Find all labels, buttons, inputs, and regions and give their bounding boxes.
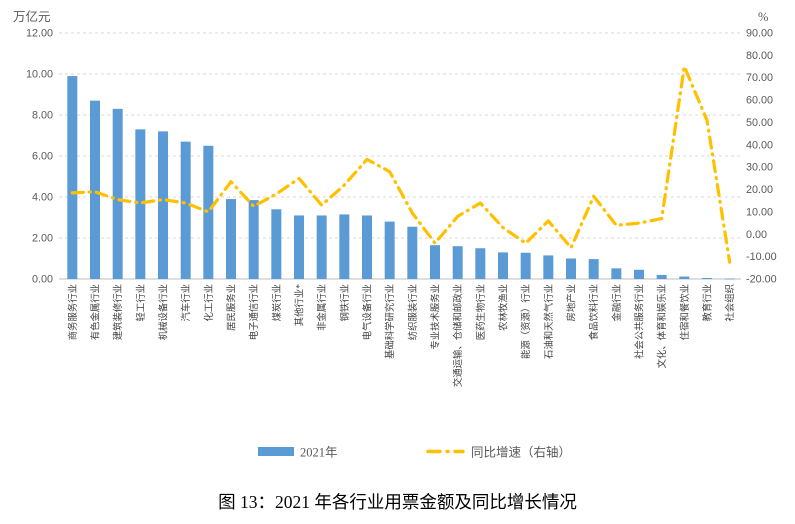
bar-26: [634, 269, 644, 279]
bar-17: [430, 245, 440, 279]
right-axis-tick-label: 70.00: [746, 72, 773, 84]
category-label-19: 医药生物行业: [475, 284, 487, 340]
category-label-17: 专业技术服务业: [430, 284, 442, 350]
bar-2: [90, 100, 100, 280]
bar-10: [271, 209, 282, 279]
bar-21: [520, 252, 531, 279]
bar-14: [362, 215, 372, 279]
bar-19: [475, 248, 486, 279]
legend-bar-label: 2021年: [300, 446, 338, 460]
category-label-18: 交通运输、仓储和邮政业: [452, 284, 464, 387]
bar-16: [407, 226, 418, 279]
bar-22: [543, 255, 554, 279]
category-label-6: 汽车行业: [180, 284, 192, 322]
category-label-8: 居民服务业: [226, 284, 238, 331]
bar-20: [498, 252, 508, 279]
category-label-13: 钢铁行业: [339, 284, 351, 322]
bar-25: [611, 268, 622, 279]
bar-23: [566, 258, 576, 279]
category-label-4: 轻工行业: [135, 284, 147, 322]
bar-27: [656, 274, 667, 279]
right-axis-tick-label: 60.00: [746, 95, 773, 107]
category-label-10: 煤炭行业: [271, 284, 283, 322]
figure-caption: 图 13：2021 年各行业用票金额及同比增长情况: [218, 492, 577, 512]
bar-1: [67, 76, 78, 279]
bar-3: [112, 108, 123, 279]
bar-13: [339, 214, 350, 279]
category-label-23: 房地产业: [566, 284, 578, 322]
bar-15: [384, 221, 395, 279]
category-label-3: 建筑装修行业: [112, 284, 124, 340]
left-axis-tick-label: 4.00: [32, 192, 53, 204]
left-axis-tick-label: 6.00: [32, 151, 53, 163]
right-axis-tick-label: 20.00: [746, 184, 773, 196]
bar-11: [294, 215, 304, 279]
bar-24: [588, 259, 599, 279]
bar-7: [203, 145, 214, 279]
bar-29: [702, 277, 712, 279]
category-label-26: 社会公共服务行业: [634, 284, 646, 359]
bar-28: [679, 276, 690, 279]
right-axis-unit-label: %: [758, 10, 768, 24]
bar-5: [158, 131, 168, 279]
growth-rate-line: [70, 64, 732, 264]
bar-8: [226, 199, 236, 279]
right-axis-tick-label: 0.00: [746, 229, 767, 241]
legend-line-label: 同比增速（右轴）: [471, 445, 571, 460]
bar-12: [316, 215, 327, 279]
category-label-11: 其他行业*: [294, 284, 306, 327]
category-label-16: 纺织服装行业: [407, 284, 419, 340]
bar-4: [135, 129, 146, 279]
category-label-27: 文化、体育和娱乐业: [656, 284, 668, 368]
category-label-1: 商务服务行业: [67, 284, 79, 340]
category-label-22: 石油和天然气行业: [543, 284, 555, 359]
category-label-2: 有色金属行业: [90, 284, 102, 340]
category-label-28: 住宿和餐饮业: [679, 284, 691, 340]
right-axis-tick-label: 30.00: [746, 162, 773, 174]
left-axis-tick-label: 0.00: [32, 274, 53, 286]
right-axis-tick-label: -10.00: [746, 251, 777, 263]
right-axis-tick-label: 10.00: [746, 206, 773, 218]
bar-9: [248, 200, 259, 279]
bar-30: [724, 278, 735, 280]
left-axis-tick-label: 12.00: [26, 28, 53, 40]
category-label-5: 机械设备行业: [158, 284, 170, 340]
category-label-30: 社会组织: [724, 284, 736, 322]
bar-18: [452, 246, 463, 279]
category-label-29: 教育行业: [702, 284, 714, 322]
right-axis-tick-label: 50.00: [746, 117, 773, 129]
left-axis-tick-label: 8.00: [32, 110, 53, 122]
category-label-9: 电子通信行业: [248, 284, 260, 340]
combo-chart-canvas: 0.00 2.00 4.00 6.00 8.00 10.00 12.00 -20.00 -10.…: [13, 9, 777, 460]
left-axis-tick-label: 2.00: [32, 233, 53, 245]
category-label-7: 化工行业: [203, 284, 215, 322]
category-label-24: 食品饮料行业: [588, 284, 600, 340]
right-axis-tick-label: 90.00: [746, 28, 773, 40]
right-axis-tick-label: 40.00: [746, 139, 773, 151]
left-axis-tick-label: 10.00: [26, 69, 53, 81]
category-label-20: 农林牧渔业: [498, 284, 510, 331]
right-axis-tick-label: 80.00: [746, 50, 773, 62]
bar-6: [180, 141, 191, 279]
right-axis-tick-label: -20.00: [746, 274, 777, 286]
legend-bar-swatch: [258, 447, 294, 456]
category-label-21: 能源（资源）行业: [520, 284, 532, 359]
category-label-12: 非金属行业: [316, 284, 328, 331]
category-label-25: 金融行业: [611, 284, 623, 322]
left-axis-unit-label: 万亿元: [13, 9, 51, 24]
category-label-14: 电气设备行业: [362, 284, 374, 340]
category-label-15: 基础科学研究行业: [384, 284, 396, 359]
